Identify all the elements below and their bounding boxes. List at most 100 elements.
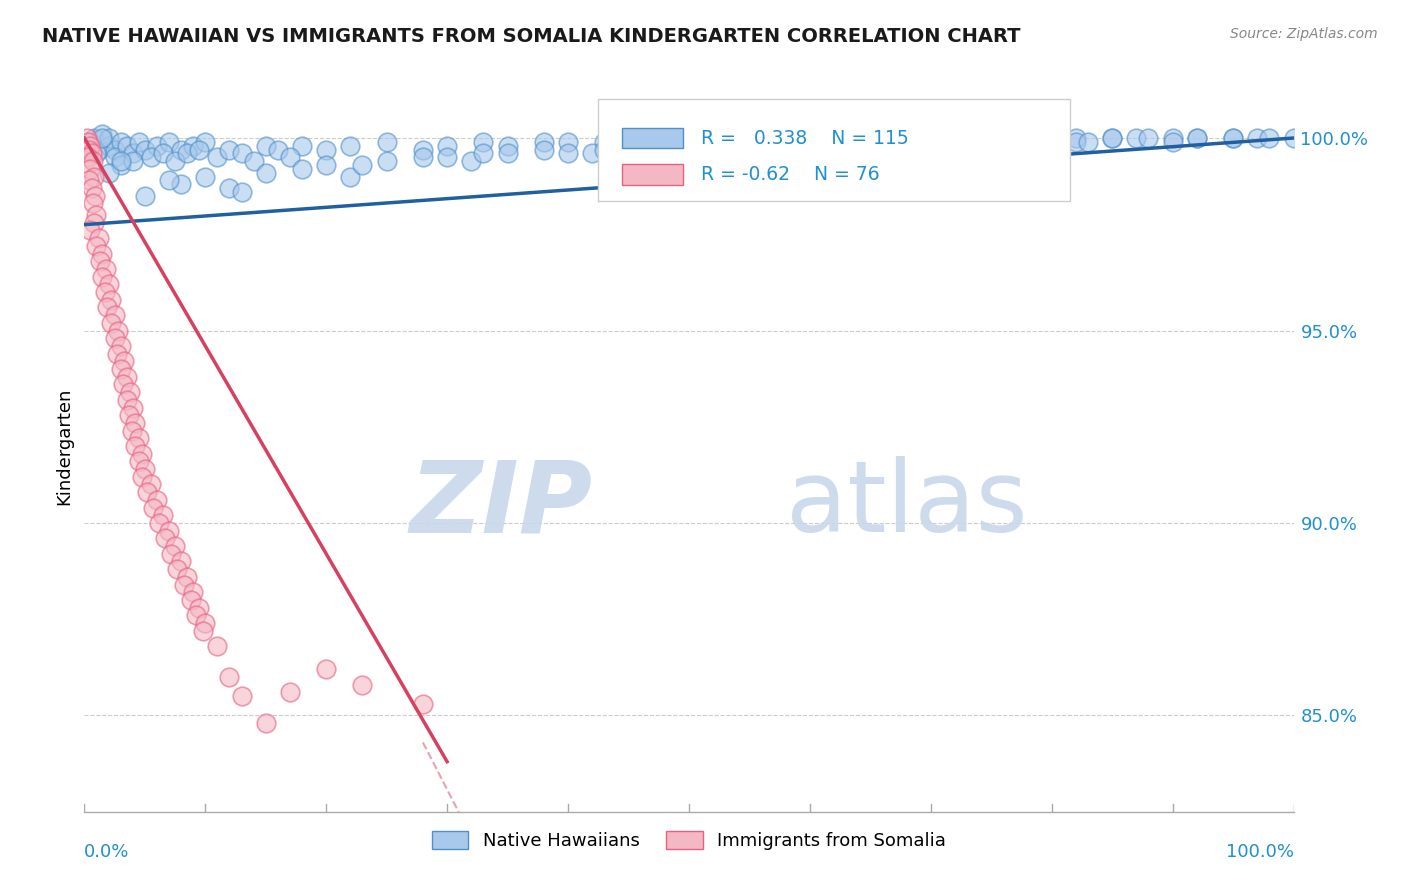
Point — [79, 223, 101, 237]
Point — [157, 524, 180, 538]
Point — [1246, 131, 1268, 145]
FancyBboxPatch shape — [623, 164, 683, 185]
Point — [533, 135, 555, 149]
Point — [110, 362, 132, 376]
Point — [83, 131, 105, 145]
Point — [110, 154, 132, 169]
Point — [82, 154, 104, 169]
Point — [89, 254, 111, 268]
Point — [920, 138, 942, 153]
Point — [180, 593, 202, 607]
Point — [762, 135, 785, 149]
Point — [96, 301, 118, 315]
Point — [231, 146, 253, 161]
Point — [160, 547, 183, 561]
Text: atlas: atlas — [786, 456, 1028, 553]
Point — [97, 277, 120, 292]
Point — [181, 585, 204, 599]
Point — [165, 154, 187, 169]
Point — [80, 146, 103, 161]
Point — [194, 169, 217, 184]
FancyBboxPatch shape — [623, 128, 683, 148]
Point — [1161, 131, 1184, 145]
Point — [91, 131, 114, 145]
Point — [146, 492, 169, 507]
Point — [1185, 131, 1208, 145]
Point — [118, 408, 141, 422]
Point — [218, 143, 240, 157]
Point — [194, 616, 217, 631]
Point — [339, 138, 361, 153]
Point — [184, 608, 207, 623]
Point — [84, 188, 107, 202]
Point — [375, 154, 398, 169]
Point — [278, 685, 301, 699]
Point — [738, 135, 761, 149]
Point — [896, 135, 918, 149]
Point — [86, 208, 108, 222]
Point — [94, 285, 117, 299]
Point — [136, 485, 159, 500]
Point — [291, 161, 314, 176]
Point — [157, 135, 180, 149]
Point — [883, 135, 905, 149]
Point — [1101, 131, 1123, 145]
Point — [581, 146, 603, 161]
Point — [593, 135, 616, 149]
Point — [115, 392, 138, 407]
Point — [1017, 135, 1039, 149]
Point — [218, 181, 240, 195]
Point — [86, 239, 108, 253]
Text: ZIP: ZIP — [409, 456, 592, 553]
Text: Source: ZipAtlas.com: Source: ZipAtlas.com — [1230, 27, 1378, 41]
Point — [142, 500, 165, 515]
Point — [1101, 131, 1123, 145]
Text: 100.0%: 100.0% — [1226, 843, 1294, 861]
Point — [87, 231, 110, 245]
Point — [176, 146, 198, 161]
Point — [104, 308, 127, 322]
Point — [1077, 135, 1099, 149]
Point — [134, 462, 156, 476]
Point — [799, 131, 821, 145]
Text: R = -0.62    N = 76: R = -0.62 N = 76 — [702, 165, 880, 184]
FancyBboxPatch shape — [599, 99, 1070, 201]
Point — [1040, 131, 1063, 145]
Point — [77, 173, 100, 187]
Point — [943, 131, 966, 145]
Point — [375, 135, 398, 149]
Point — [128, 431, 150, 445]
Point — [87, 143, 110, 157]
Point — [823, 138, 845, 153]
Point — [104, 150, 127, 164]
Point — [352, 678, 374, 692]
Point — [1064, 131, 1087, 145]
Point — [104, 331, 127, 345]
Point — [654, 138, 676, 153]
Point — [472, 146, 495, 161]
Point — [412, 150, 434, 164]
Point — [157, 173, 180, 187]
Point — [110, 158, 132, 172]
Point — [980, 131, 1002, 145]
Point — [121, 154, 143, 169]
Point — [139, 150, 162, 164]
Point — [97, 138, 120, 153]
Point — [79, 135, 101, 149]
Point — [82, 196, 104, 211]
Point — [100, 293, 122, 307]
Point — [110, 135, 132, 149]
Point — [1222, 131, 1244, 145]
Point — [194, 135, 217, 149]
Point — [231, 185, 253, 199]
Point — [121, 401, 143, 415]
Point — [1222, 131, 1244, 145]
Point — [436, 150, 458, 164]
Point — [835, 135, 858, 149]
Point — [188, 600, 211, 615]
Point — [242, 154, 264, 169]
Point — [79, 161, 101, 176]
Point — [339, 169, 361, 184]
Point — [128, 454, 150, 468]
Point — [170, 178, 193, 192]
